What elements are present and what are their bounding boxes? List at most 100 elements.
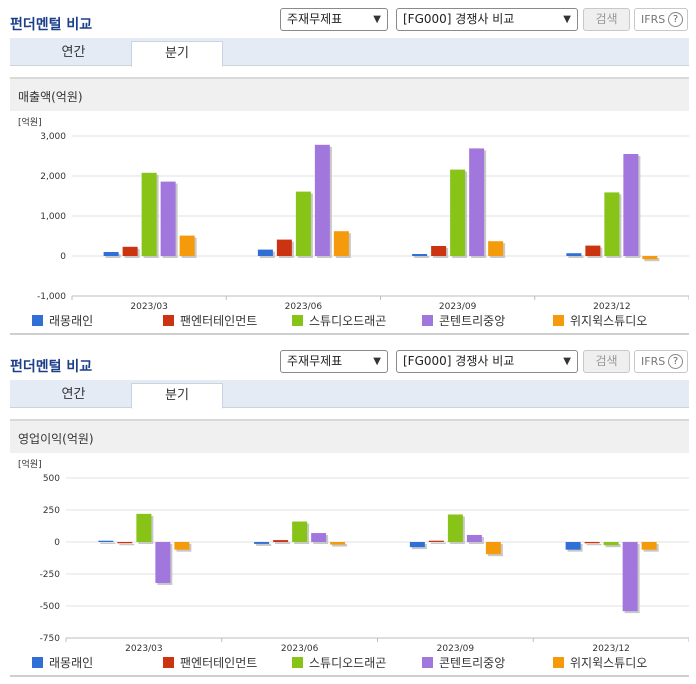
bar — [273, 540, 289, 542]
x-tick-label: 2023/12 — [593, 302, 630, 311]
bar — [314, 144, 330, 256]
bar-shadow — [414, 256, 430, 258]
bar — [117, 542, 133, 544]
legend-label: 팬엔터테인먼트 — [180, 656, 258, 670]
help-icon[interactable]: ? — [668, 354, 683, 369]
bar — [604, 192, 620, 256]
y-tick-label: 500 — [43, 474, 60, 484]
legend-label: 콘텐트리중앙 — [439, 656, 506, 670]
y-tick-label: -750 — [40, 634, 61, 644]
bar — [254, 542, 270, 544]
bar — [330, 542, 346, 545]
bar — [584, 542, 600, 544]
ifrs-label: IFRS — [641, 355, 666, 368]
ifrs-label: IFRS — [641, 13, 666, 26]
x-tick-label: 2023/09 — [439, 302, 477, 311]
panel-title: 펀더멘털 비교 — [10, 359, 93, 375]
y-tick-label: 2,000 — [40, 172, 66, 182]
bar — [98, 540, 114, 542]
ifrs-button[interactable]: IFRS? — [634, 350, 688, 373]
bar — [179, 235, 195, 256]
section-title: 영업이익(억원) — [18, 432, 94, 446]
y-tick-label: -250 — [40, 570, 61, 580]
x-tick-label: 2023/06 — [281, 644, 319, 653]
bar — [292, 521, 308, 542]
help-icon[interactable]: ? — [668, 12, 683, 27]
bar-shadow — [119, 544, 135, 546]
period-tabs: 연간 분기 — [10, 380, 689, 409]
period-tabs: 연간 분기 — [10, 38, 689, 67]
bar-shadow — [644, 258, 660, 262]
tab-annual[interactable]: 연간 — [61, 387, 86, 402]
statement-select[interactable]: 주재무제표 ▼ — [280, 350, 388, 373]
statement-select-value: 주재무제표 — [287, 12, 343, 26]
bar — [642, 256, 658, 260]
bar — [103, 252, 119, 256]
statement-select[interactable]: 주재무제표 ▼ — [280, 8, 388, 31]
legend-swatch — [292, 315, 303, 326]
bar — [428, 540, 444, 542]
revenue-panel: 펀더멘털 비교 주재무제표 ▼ [FG000] 경쟁사 비교 ▼ 검색 IFRS? … — [10, 8, 689, 335]
legend-swatch — [32, 657, 43, 668]
chevron-down-icon: ▼ — [373, 14, 381, 25]
y-tick-label: 3,000 — [40, 132, 66, 142]
y-tick-label: -1,000 — [37, 292, 66, 302]
search-button[interactable]: 검색 — [583, 8, 630, 31]
legend-label: 래몽래인 — [49, 314, 94, 328]
ifrs-button[interactable]: IFRS? — [634, 8, 688, 31]
bar — [141, 172, 157, 256]
bar-shadow — [275, 542, 291, 544]
bar-shadow — [568, 255, 584, 258]
tab-annual[interactable]: 연간 — [61, 45, 86, 60]
chevron-down-icon: ▼ — [563, 14, 571, 25]
bar — [311, 533, 327, 542]
operating-profit-panel: 펀더멘털 비교 주재무제표 ▼ [FG000] 경쟁사 비교 ▼ 검색 IFRS? … — [0, 342, 696, 684]
peer-group-select-value: [FG000] 경쟁사 비교 — [403, 12, 515, 26]
chart-legend: 래몽래인 팬엔터테인먼트 스튜디오드래곤 콘텐트리중앙 위지윅스튜디오 — [10, 309, 689, 335]
search-button[interactable]: 검색 — [583, 350, 630, 373]
bar — [333, 231, 349, 256]
y-tick-label: 0 — [60, 252, 66, 262]
legend-label: 팬엔터테인먼트 — [180, 314, 258, 328]
bar — [450, 169, 466, 256]
bar — [431, 246, 447, 256]
legend-swatch — [422, 315, 433, 326]
y-tick-label: 1,000 — [40, 212, 66, 222]
bar — [488, 241, 504, 256]
legend-swatch — [32, 315, 43, 326]
bar — [412, 254, 428, 256]
unit-label: [억원] — [18, 458, 42, 470]
bar-shadow — [332, 544, 348, 547]
bar-shadow — [256, 544, 272, 546]
legend-swatch — [163, 657, 174, 668]
x-tick-label: 2023/03 — [125, 644, 162, 653]
bar — [136, 513, 152, 542]
bar-shadow — [430, 542, 446, 544]
bar — [641, 542, 657, 550]
section-header: 영업이익(억원) — [10, 419, 689, 453]
tab-quarter[interactable]: 분기 — [131, 41, 223, 67]
unit-label: [억원] — [18, 116, 42, 128]
chevron-down-icon: ▼ — [373, 356, 381, 367]
x-tick-label: 2023/09 — [437, 644, 475, 653]
peer-group-select[interactable]: [FG000] 경쟁사 비교 ▼ — [396, 8, 578, 31]
x-tick-label: 2023/12 — [592, 644, 629, 653]
bar — [295, 191, 311, 256]
legend-swatch — [163, 315, 174, 326]
bar — [466, 534, 482, 542]
peer-group-select[interactable]: [FG000] 경쟁사 비교 ▼ — [396, 350, 578, 373]
legend-swatch — [553, 315, 564, 326]
section-header: 매출액(억원) — [10, 77, 689, 111]
legend-label: 래몽래인 — [49, 656, 94, 670]
tab-quarter[interactable]: 분기 — [131, 383, 223, 409]
section-title: 매출액(억원) — [18, 90, 83, 104]
peer-group-select-value: [FG000] 경쟁사 비교 — [403, 354, 515, 368]
panel-title: 펀더멘털 비교 — [10, 17, 93, 33]
x-tick-label: 2023/06 — [285, 302, 323, 311]
legend-label: 스튜디오드래곤 — [309, 656, 387, 670]
bar-shadow — [586, 544, 602, 546]
operating-profit-chart: [억원]500 250 0 -250 -500 -750 2023/03 2023/06 202… — [18, 458, 689, 653]
bar-shadow — [605, 544, 621, 548]
chart-legend: 래몽래인 팬엔터테인먼트 스튜디오드래곤 콘텐트리중앙 위지윅스튜디오 — [10, 651, 689, 677]
y-tick-label: 250 — [43, 506, 60, 516]
